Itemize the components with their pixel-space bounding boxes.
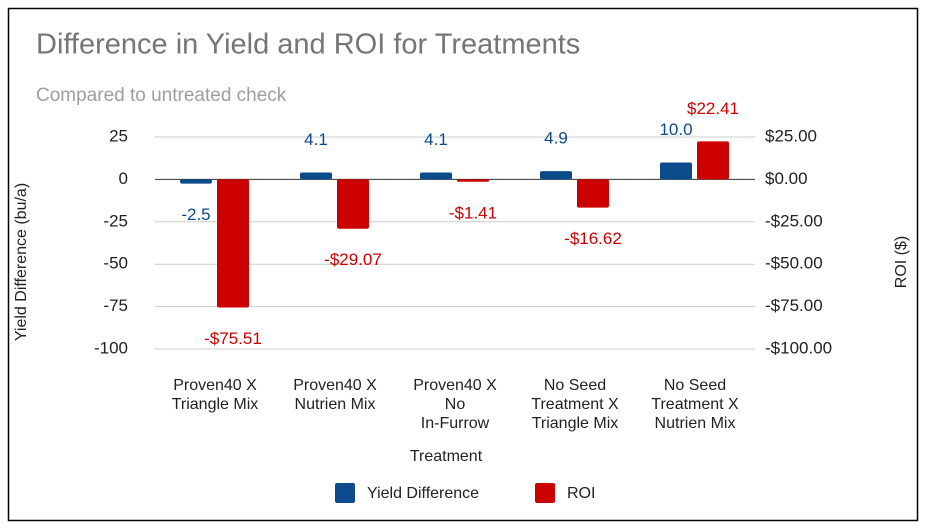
y2-tick-label: -$25.00 bbox=[765, 211, 823, 230]
legend-swatch bbox=[335, 483, 355, 503]
bar bbox=[337, 179, 369, 229]
bar bbox=[180, 179, 212, 184]
bar bbox=[457, 179, 489, 182]
data-label: 4.1 bbox=[304, 130, 328, 149]
x-tick-label: Proven40 X Triangle Mix bbox=[172, 377, 259, 413]
y-tick-label: -50 bbox=[103, 254, 128, 273]
y-axis-title: Yield Difference (bu/a) bbox=[13, 183, 30, 341]
data-label: -$1.41 bbox=[449, 203, 497, 222]
y-tick-label: 25 bbox=[109, 126, 128, 145]
y-tick-label: -100 bbox=[94, 338, 128, 357]
bar bbox=[300, 172, 332, 180]
bar bbox=[577, 179, 609, 208]
x-axis-title: Treatment bbox=[410, 448, 483, 465]
bar bbox=[660, 162, 692, 180]
legend-swatch bbox=[535, 483, 555, 503]
y-tick-label: -75 bbox=[103, 296, 128, 315]
data-label: -$16.62 bbox=[564, 229, 622, 248]
data-label: 4.1 bbox=[424, 130, 448, 149]
y-tick-label: -25 bbox=[103, 211, 128, 230]
data-label: -$29.07 bbox=[324, 250, 382, 269]
y2-tick-label: -$100.00 bbox=[765, 338, 832, 357]
bar bbox=[217, 179, 249, 308]
y2-tick-label: -$50.00 bbox=[765, 254, 823, 273]
data-label: 10.0 bbox=[659, 120, 692, 139]
bar bbox=[420, 172, 452, 180]
bar bbox=[540, 171, 572, 180]
y2-tick-label: $25.00 bbox=[765, 126, 817, 145]
data-label: -$75.51 bbox=[204, 329, 262, 348]
data-label: 4.9 bbox=[544, 129, 568, 148]
bar bbox=[697, 141, 729, 180]
chart-title: Difference in Yield and ROI for Treatmen… bbox=[36, 29, 580, 61]
y2-axis-title: ROI ($) bbox=[893, 236, 910, 288]
x-tick-label: Proven40 X No In-Furrow bbox=[413, 377, 497, 432]
chart-subtitle: Compared to untreated check bbox=[36, 85, 287, 106]
x-tick-label: No Seed Treatment X Nutrien Mix bbox=[651, 377, 739, 432]
y-tick-label: 0 bbox=[119, 169, 128, 188]
x-tick-label: No Seed Treatment X Triangle Mix bbox=[531, 377, 619, 432]
y2-tick-label: -$75.00 bbox=[765, 296, 823, 315]
legend-label: Yield Difference bbox=[367, 485, 479, 502]
x-tick-label: Proven40 X Nutrien Mix bbox=[293, 377, 377, 413]
data-label: -2.5 bbox=[181, 205, 210, 224]
y2-tick-label: $0.00 bbox=[765, 169, 808, 188]
legend-label: ROI bbox=[567, 485, 595, 502]
data-label: $22.41 bbox=[687, 99, 739, 118]
